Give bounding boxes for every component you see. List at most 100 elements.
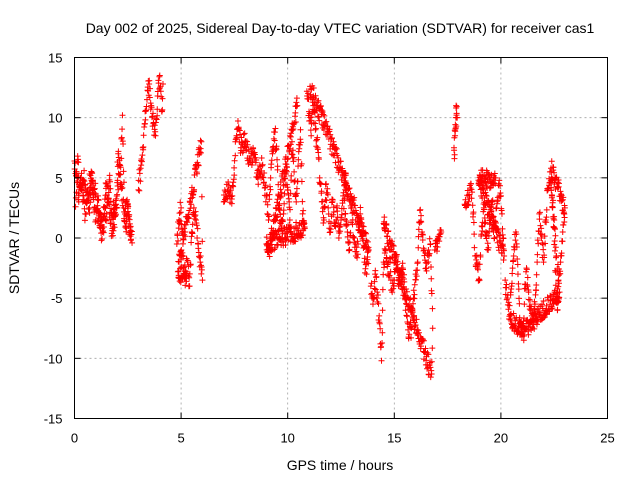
y-tick-label: 10 [48, 111, 62, 126]
data-point [423, 260, 430, 267]
data-point [269, 150, 276, 157]
data-point [334, 208, 341, 215]
data-point [309, 82, 316, 89]
data-point [120, 168, 127, 175]
data-point [414, 267, 421, 274]
chart-title: Day 002 of 2025, Sidereal Day-to-day VTE… [86, 20, 595, 36]
data-point [433, 248, 440, 255]
data-point [242, 138, 249, 145]
data-point [231, 157, 238, 164]
data-point [308, 114, 315, 121]
data-point [291, 168, 298, 175]
data-point [506, 302, 513, 309]
data-point [175, 237, 182, 244]
data-point [494, 198, 501, 205]
data-point [232, 152, 239, 159]
data-point [503, 281, 510, 288]
data-point [136, 170, 143, 177]
data-point [225, 178, 232, 185]
data-point [422, 257, 429, 264]
data-point [315, 114, 322, 121]
data-point [509, 270, 516, 277]
data-point [294, 233, 301, 240]
data-point [386, 272, 393, 279]
data-point [182, 213, 189, 220]
data-point [508, 280, 515, 287]
data-point [353, 220, 360, 227]
data-point [537, 222, 544, 229]
data-point [78, 170, 85, 177]
x-tick-label: 15 [387, 431, 401, 446]
data-point [395, 274, 402, 281]
data-point [118, 134, 125, 141]
data-point [525, 286, 532, 293]
data-point [420, 245, 427, 252]
data-point [119, 126, 126, 133]
data-point [489, 197, 496, 204]
data-point [286, 216, 293, 223]
data-point [531, 325, 538, 332]
data-point [177, 199, 184, 206]
x-tick-label: 10 [280, 431, 294, 446]
data-point [330, 138, 337, 145]
data-point [391, 259, 398, 266]
data-point [344, 221, 351, 228]
data-point [296, 222, 303, 229]
data-point [476, 261, 483, 268]
data-point [548, 187, 555, 194]
data-point [322, 131, 329, 138]
data-point [478, 231, 485, 238]
data-point [552, 232, 559, 239]
data-point [103, 211, 110, 218]
data-point [287, 238, 294, 245]
data-point [496, 177, 503, 184]
data-point [308, 85, 315, 92]
data-point [417, 345, 424, 352]
data-point [194, 234, 201, 241]
data-point [506, 311, 513, 318]
data-point [427, 241, 434, 248]
data-point [537, 230, 544, 237]
data-point [514, 261, 521, 268]
data-point [389, 277, 396, 284]
data-point [310, 119, 317, 126]
data-point [520, 337, 527, 344]
data-point [288, 172, 295, 179]
data-point [415, 226, 422, 233]
data-point [197, 253, 204, 260]
data-point [181, 273, 188, 280]
data-point [482, 219, 489, 226]
data-point [491, 170, 498, 177]
data-point [174, 232, 181, 239]
data-point [365, 244, 372, 251]
data-point [241, 130, 248, 137]
data-point [177, 265, 184, 272]
data-point [481, 206, 488, 213]
data-point [468, 186, 475, 193]
data-point [175, 225, 182, 232]
data-point [238, 134, 245, 141]
data-point [515, 280, 522, 287]
data-point [244, 141, 251, 148]
data-point [504, 295, 511, 302]
data-point [121, 208, 128, 215]
data-point [72, 194, 79, 201]
data-point [260, 174, 267, 181]
data-point [120, 140, 127, 147]
data-point [263, 234, 270, 241]
data-point [400, 292, 407, 299]
data-point [560, 210, 567, 217]
data-point [508, 320, 515, 327]
data-point [338, 176, 345, 183]
data-point [198, 193, 205, 200]
data-point [129, 239, 136, 246]
data-point [451, 134, 458, 141]
data-point [189, 221, 196, 228]
data-point [274, 166, 281, 173]
data-point [522, 326, 529, 333]
data-point [266, 253, 273, 260]
data-point [75, 159, 82, 166]
data-point [554, 306, 561, 313]
data-point [259, 161, 266, 168]
data-point [146, 94, 153, 101]
